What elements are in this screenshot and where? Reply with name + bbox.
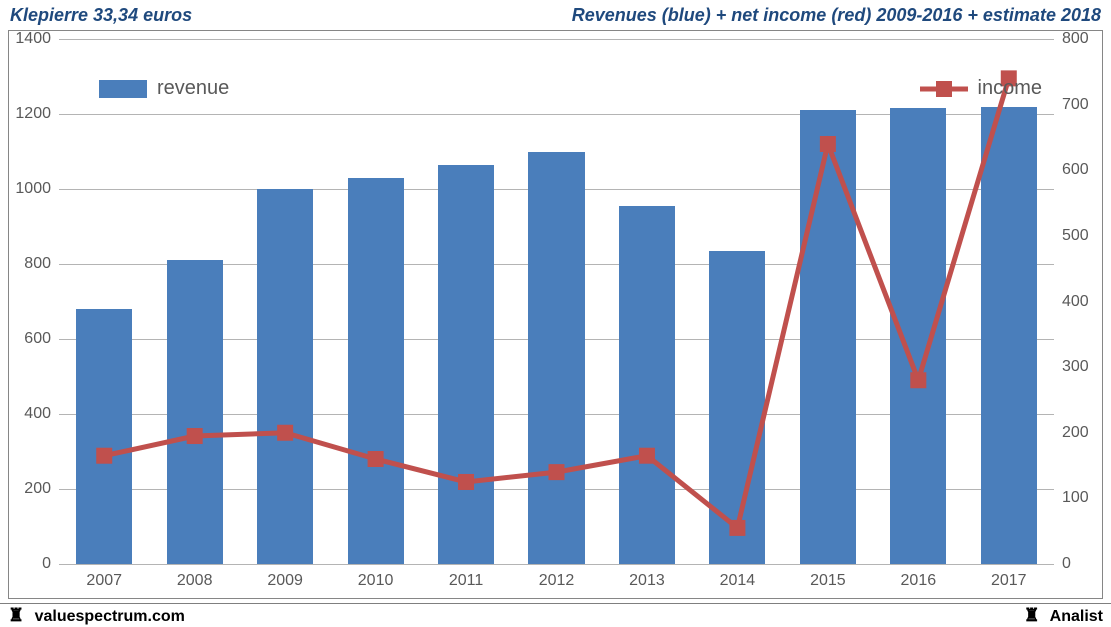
legend-label: revenue: [157, 77, 229, 100]
income-line: [104, 78, 1009, 528]
gridline: [59, 564, 1054, 565]
header: Klepierre 33,34 euros Revenues (blue) + …: [0, 0, 1111, 28]
title-left: Klepierre 33,34 euros: [10, 5, 192, 26]
y-right-tick-label: 600: [1062, 161, 1089, 179]
footer-right-text: Analist: [1050, 608, 1103, 625]
legend-swatch-bar: [99, 80, 147, 98]
footer: ♜ valuespectrum.com ♜ Analist: [0, 603, 1111, 627]
y-left-tick-label: 0: [42, 555, 51, 573]
rook-icon: ♜: [1024, 606, 1040, 624]
x-tick-label: 2012: [539, 572, 575, 590]
y-right-tick-label: 100: [1062, 489, 1089, 507]
x-tick-label: 2008: [177, 572, 213, 590]
income-marker: [910, 372, 926, 388]
chart-root: Klepierre 33,34 euros Revenues (blue) + …: [0, 0, 1111, 627]
footer-left: ♜ valuespectrum.com: [8, 606, 185, 626]
y-right-tick-label: 200: [1062, 424, 1089, 442]
y-left-tick-label: 600: [24, 330, 51, 348]
chart-frame: 0 200 400 600 800 1000 1200 1400 0 100 200 300 400 50…: [8, 30, 1103, 599]
x-tick-label: 2010: [358, 572, 394, 590]
income-marker: [820, 136, 836, 152]
footer-right: ♜ Analist: [1024, 606, 1103, 626]
x-tick-label: 2007: [86, 572, 122, 590]
rook-icon: ♜: [8, 606, 24, 624]
x-tick-label: 2015: [810, 572, 846, 590]
x-tick-label: 2014: [720, 572, 756, 590]
x-tick-label: 2017: [991, 572, 1027, 590]
legend-swatch-line: [920, 78, 968, 100]
x-tick-label: 2013: [629, 572, 665, 590]
y-right-tick-label: 300: [1062, 358, 1089, 376]
y-left-tick-label: 1000: [15, 180, 51, 198]
y-right-tick-label: 500: [1062, 227, 1089, 245]
legend-income: income: [920, 77, 1042, 100]
legend-revenue: revenue: [99, 77, 229, 100]
income-marker: [96, 448, 112, 464]
x-tick-label: 2009: [267, 572, 303, 590]
income-marker: [549, 464, 565, 480]
y-right-tick-label: 400: [1062, 293, 1089, 311]
y-left-tick-label: 400: [24, 405, 51, 423]
y-left-tick-label: 1400: [15, 30, 51, 48]
x-tick-label: 2016: [901, 572, 937, 590]
footer-left-text: valuespectrum.com: [35, 608, 185, 625]
income-marker: [458, 474, 474, 490]
y-left-tick-label: 1200: [15, 105, 51, 123]
legend-label: income: [978, 77, 1042, 100]
income-marker: [639, 448, 655, 464]
y-left-tick-label: 800: [24, 255, 51, 273]
y-right-tick-label: 700: [1062, 96, 1089, 114]
plot-area: 0200400600800100012001400010020030040050…: [59, 39, 1054, 564]
income-marker: [187, 428, 203, 444]
y-right-tick-label: 800: [1062, 30, 1089, 48]
line-series: [59, 39, 1054, 564]
income-marker: [277, 425, 293, 441]
x-tick-label: 2011: [449, 572, 483, 590]
title-right: Revenues (blue) + net income (red) 2009-…: [572, 5, 1101, 26]
y-left-tick-label: 200: [24, 480, 51, 498]
y-right-tick-label: 0: [1062, 555, 1071, 573]
income-marker: [729, 520, 745, 536]
income-marker: [368, 451, 384, 467]
